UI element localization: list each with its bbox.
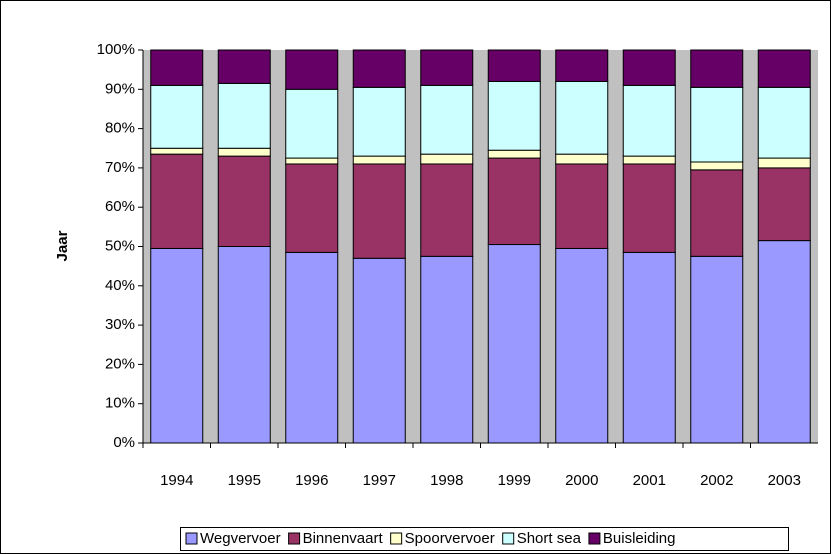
bar-segment bbox=[555, 153, 609, 165]
bar-segment bbox=[487, 80, 541, 151]
bar-segment bbox=[555, 247, 609, 444]
bar-segment bbox=[690, 255, 744, 444]
bar-segment bbox=[757, 240, 811, 444]
legend-swatch bbox=[502, 532, 515, 545]
bar-segment bbox=[285, 88, 339, 159]
bar-segment bbox=[285, 163, 339, 253]
legend-swatch bbox=[288, 532, 301, 545]
bar-segment bbox=[285, 49, 339, 90]
x-tick-label: 2002 bbox=[700, 472, 733, 489]
bar-segment bbox=[217, 155, 271, 247]
bar-segment bbox=[690, 49, 744, 88]
bar-segment bbox=[217, 82, 271, 149]
bar-segment bbox=[622, 84, 676, 157]
y-tick-label: 20% bbox=[105, 355, 135, 372]
bar-segment bbox=[622, 49, 676, 86]
bar-segment bbox=[487, 149, 541, 159]
bar-segment bbox=[487, 49, 541, 82]
bar-segment bbox=[555, 49, 609, 82]
x-tick-label: 2003 bbox=[768, 472, 801, 489]
y-tick-label: 50% bbox=[105, 237, 135, 254]
y-tick-label: 0% bbox=[113, 434, 135, 451]
legend-label: Binnenvaart bbox=[303, 530, 384, 547]
bar-segment bbox=[150, 49, 204, 86]
bar-segment bbox=[150, 153, 204, 249]
bar-segment bbox=[150, 147, 204, 155]
legend-label: Spoorvervoer bbox=[405, 530, 495, 547]
bar-segment bbox=[285, 157, 339, 165]
x-tick-label: 2001 bbox=[633, 472, 666, 489]
y-tick-label: 70% bbox=[105, 159, 135, 176]
bar-segment bbox=[352, 163, 406, 259]
y-tick-label: 80% bbox=[105, 120, 135, 137]
bar-segment bbox=[285, 251, 339, 444]
bar-segment bbox=[622, 251, 676, 444]
x-tick-label: 1999 bbox=[498, 472, 531, 489]
bar-segment bbox=[352, 155, 406, 165]
bar-segment bbox=[757, 157, 811, 169]
x-tick-label: 2000 bbox=[565, 472, 598, 489]
x-tick-label: 1997 bbox=[363, 472, 396, 489]
bar-segment bbox=[555, 163, 609, 249]
bar-segment bbox=[690, 86, 744, 163]
bar-segment bbox=[690, 161, 744, 171]
y-tick-label: 100% bbox=[97, 41, 135, 58]
bar-segment bbox=[217, 246, 271, 444]
bar-segment bbox=[150, 247, 204, 444]
y-tick-label: 10% bbox=[105, 395, 135, 412]
y-tick-label: 60% bbox=[105, 198, 135, 215]
y-tick-label: 40% bbox=[105, 277, 135, 294]
bar-segment bbox=[690, 169, 744, 257]
y-tick-label: 90% bbox=[105, 80, 135, 97]
legend-label: Short sea bbox=[517, 530, 582, 547]
x-tick-label: 1995 bbox=[228, 472, 261, 489]
bar-segment bbox=[487, 244, 541, 444]
x-tick-label: 1994 bbox=[160, 472, 193, 489]
bar-segment bbox=[757, 86, 811, 159]
bar-segment bbox=[757, 167, 811, 242]
legend-swatch bbox=[185, 532, 198, 545]
legend-swatch bbox=[588, 532, 601, 545]
x-tick-label: 1998 bbox=[430, 472, 463, 489]
bar-segment bbox=[420, 255, 474, 444]
bar-segment bbox=[420, 153, 474, 165]
bar-segment bbox=[217, 49, 271, 84]
bar-segment bbox=[420, 163, 474, 257]
legend-label: Buisleiding bbox=[603, 530, 676, 547]
legend-label: Wegvervoer bbox=[200, 530, 281, 547]
bar-segment bbox=[555, 80, 609, 155]
bar-segment bbox=[217, 147, 271, 157]
bar-segment bbox=[420, 49, 474, 86]
bar-segment bbox=[150, 84, 204, 149]
bar-segment bbox=[622, 163, 676, 253]
bar-segment bbox=[352, 86, 406, 157]
bar-segment bbox=[487, 157, 541, 246]
bar-segment bbox=[622, 155, 676, 165]
x-tick-label: 1996 bbox=[295, 472, 328, 489]
bar-segment bbox=[352, 49, 406, 88]
y-tick-label: 30% bbox=[105, 316, 135, 333]
bar-segment bbox=[352, 257, 406, 444]
y-axis-label: Jaar bbox=[54, 230, 71, 261]
bar-segment bbox=[757, 49, 811, 88]
bar-segment bbox=[420, 84, 474, 155]
legend-swatch bbox=[390, 532, 403, 545]
legend-box bbox=[180, 527, 789, 551]
